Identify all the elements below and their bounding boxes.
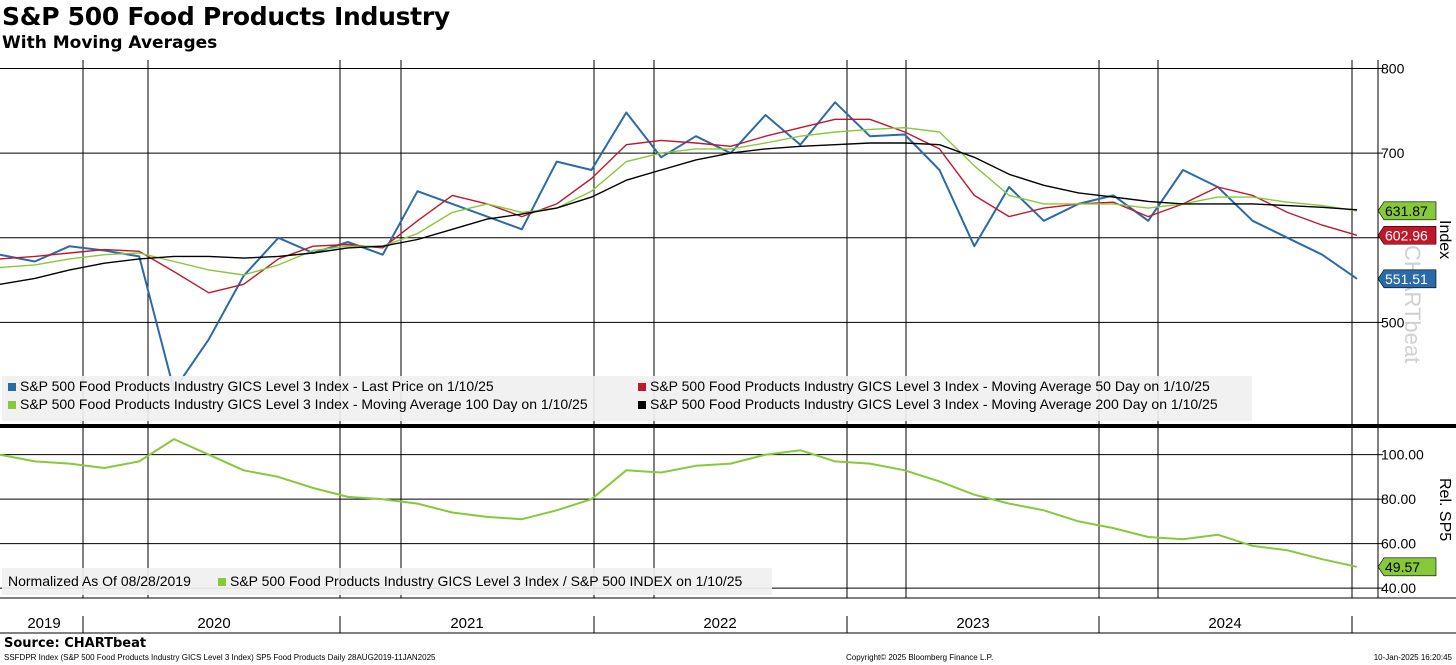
normalization-note: Normalized As Of 08/28/2019: [8, 573, 191, 589]
end-value-flag: [1377, 269, 1437, 289]
x-year-label: 2022: [703, 615, 736, 632]
series-layer: [0, 101, 1358, 568]
end-value-label: 631.87: [1385, 203, 1428, 219]
legend-layer: S&P 500 Food Products Industry GICS Leve…: [2, 376, 1252, 595]
legend-swatch: [638, 401, 646, 409]
timestamp: 10-Jan-2025 16:20:45: [1373, 653, 1452, 662]
legend-label: S&P 500 Food Products Industry GICS Leve…: [230, 573, 743, 589]
x-year-label: 2024: [1208, 615, 1241, 632]
y-tick-label: 500: [1381, 314, 1405, 330]
x-year-label: 2019: [27, 615, 60, 632]
legend-swatch: [8, 383, 16, 391]
y-axis-label: Index: [1436, 220, 1453, 259]
legend-swatch: [8, 401, 16, 409]
series-description: SSFDPR Index (S&P 500 Food Products Indu…: [4, 653, 436, 662]
source-note: Source: CHARTbeat: [4, 636, 147, 651]
legend-box: [2, 376, 1252, 421]
end-value-label: 49.57: [1385, 559, 1420, 575]
series-ma50: [0, 118, 1358, 294]
legend-label: S&P 500 Food Products Industry GICS Leve…: [650, 396, 1218, 412]
end-value-flag: [1377, 225, 1437, 245]
legend-label: S&P 500 Food Products Industry GICS Leve…: [20, 396, 588, 412]
panel-divider: [0, 424, 1456, 428]
y-tick-label: 100.00: [1381, 447, 1424, 463]
legend-box: [2, 568, 772, 595]
watermark: CHARTbeat: [1400, 245, 1425, 363]
legend-swatch: [638, 383, 646, 391]
end-value-flag: [1377, 201, 1437, 221]
y-tick-label: 700: [1381, 145, 1405, 161]
chart-title: S&P 500 Food Products Industry: [2, 2, 450, 31]
series-ma200: [0, 142, 1358, 285]
legend-label: S&P 500 Food Products Industry GICS Leve…: [20, 378, 494, 394]
end-value-label: 551.51: [1385, 271, 1428, 287]
y-axis-label: Rel. SP5: [1436, 478, 1453, 541]
y-tick-label: 800: [1381, 60, 1405, 76]
series-relative: [0, 438, 1358, 568]
legend-label: S&P 500 Food Products Industry GICS Leve…: [650, 378, 1210, 394]
series-last_price: [0, 101, 1358, 392]
end-value-label: 602.96: [1385, 227, 1428, 243]
y-tick-label: 40.00: [1381, 580, 1416, 596]
y-tick-label: 60.00: [1381, 536, 1416, 552]
x-year-label: 2023: [956, 615, 989, 632]
copyright-note: Copyright© 2025 Bloomberg Finance L.P.: [846, 653, 994, 662]
y-tick-label: 80.00: [1381, 491, 1416, 507]
x-year-label: 2020: [197, 615, 230, 632]
end-value-flag: [1377, 557, 1437, 577]
axes-layer: 500 700 800 551.51 602.96 631.87 Index 40.00 60.…: [0, 60, 1456, 634]
legend-swatch: [218, 578, 226, 586]
chart-subtitle: With Moving Averages: [2, 33, 218, 53]
series-ma100: [0, 126, 1358, 276]
x-year-label: 2021: [450, 615, 483, 632]
